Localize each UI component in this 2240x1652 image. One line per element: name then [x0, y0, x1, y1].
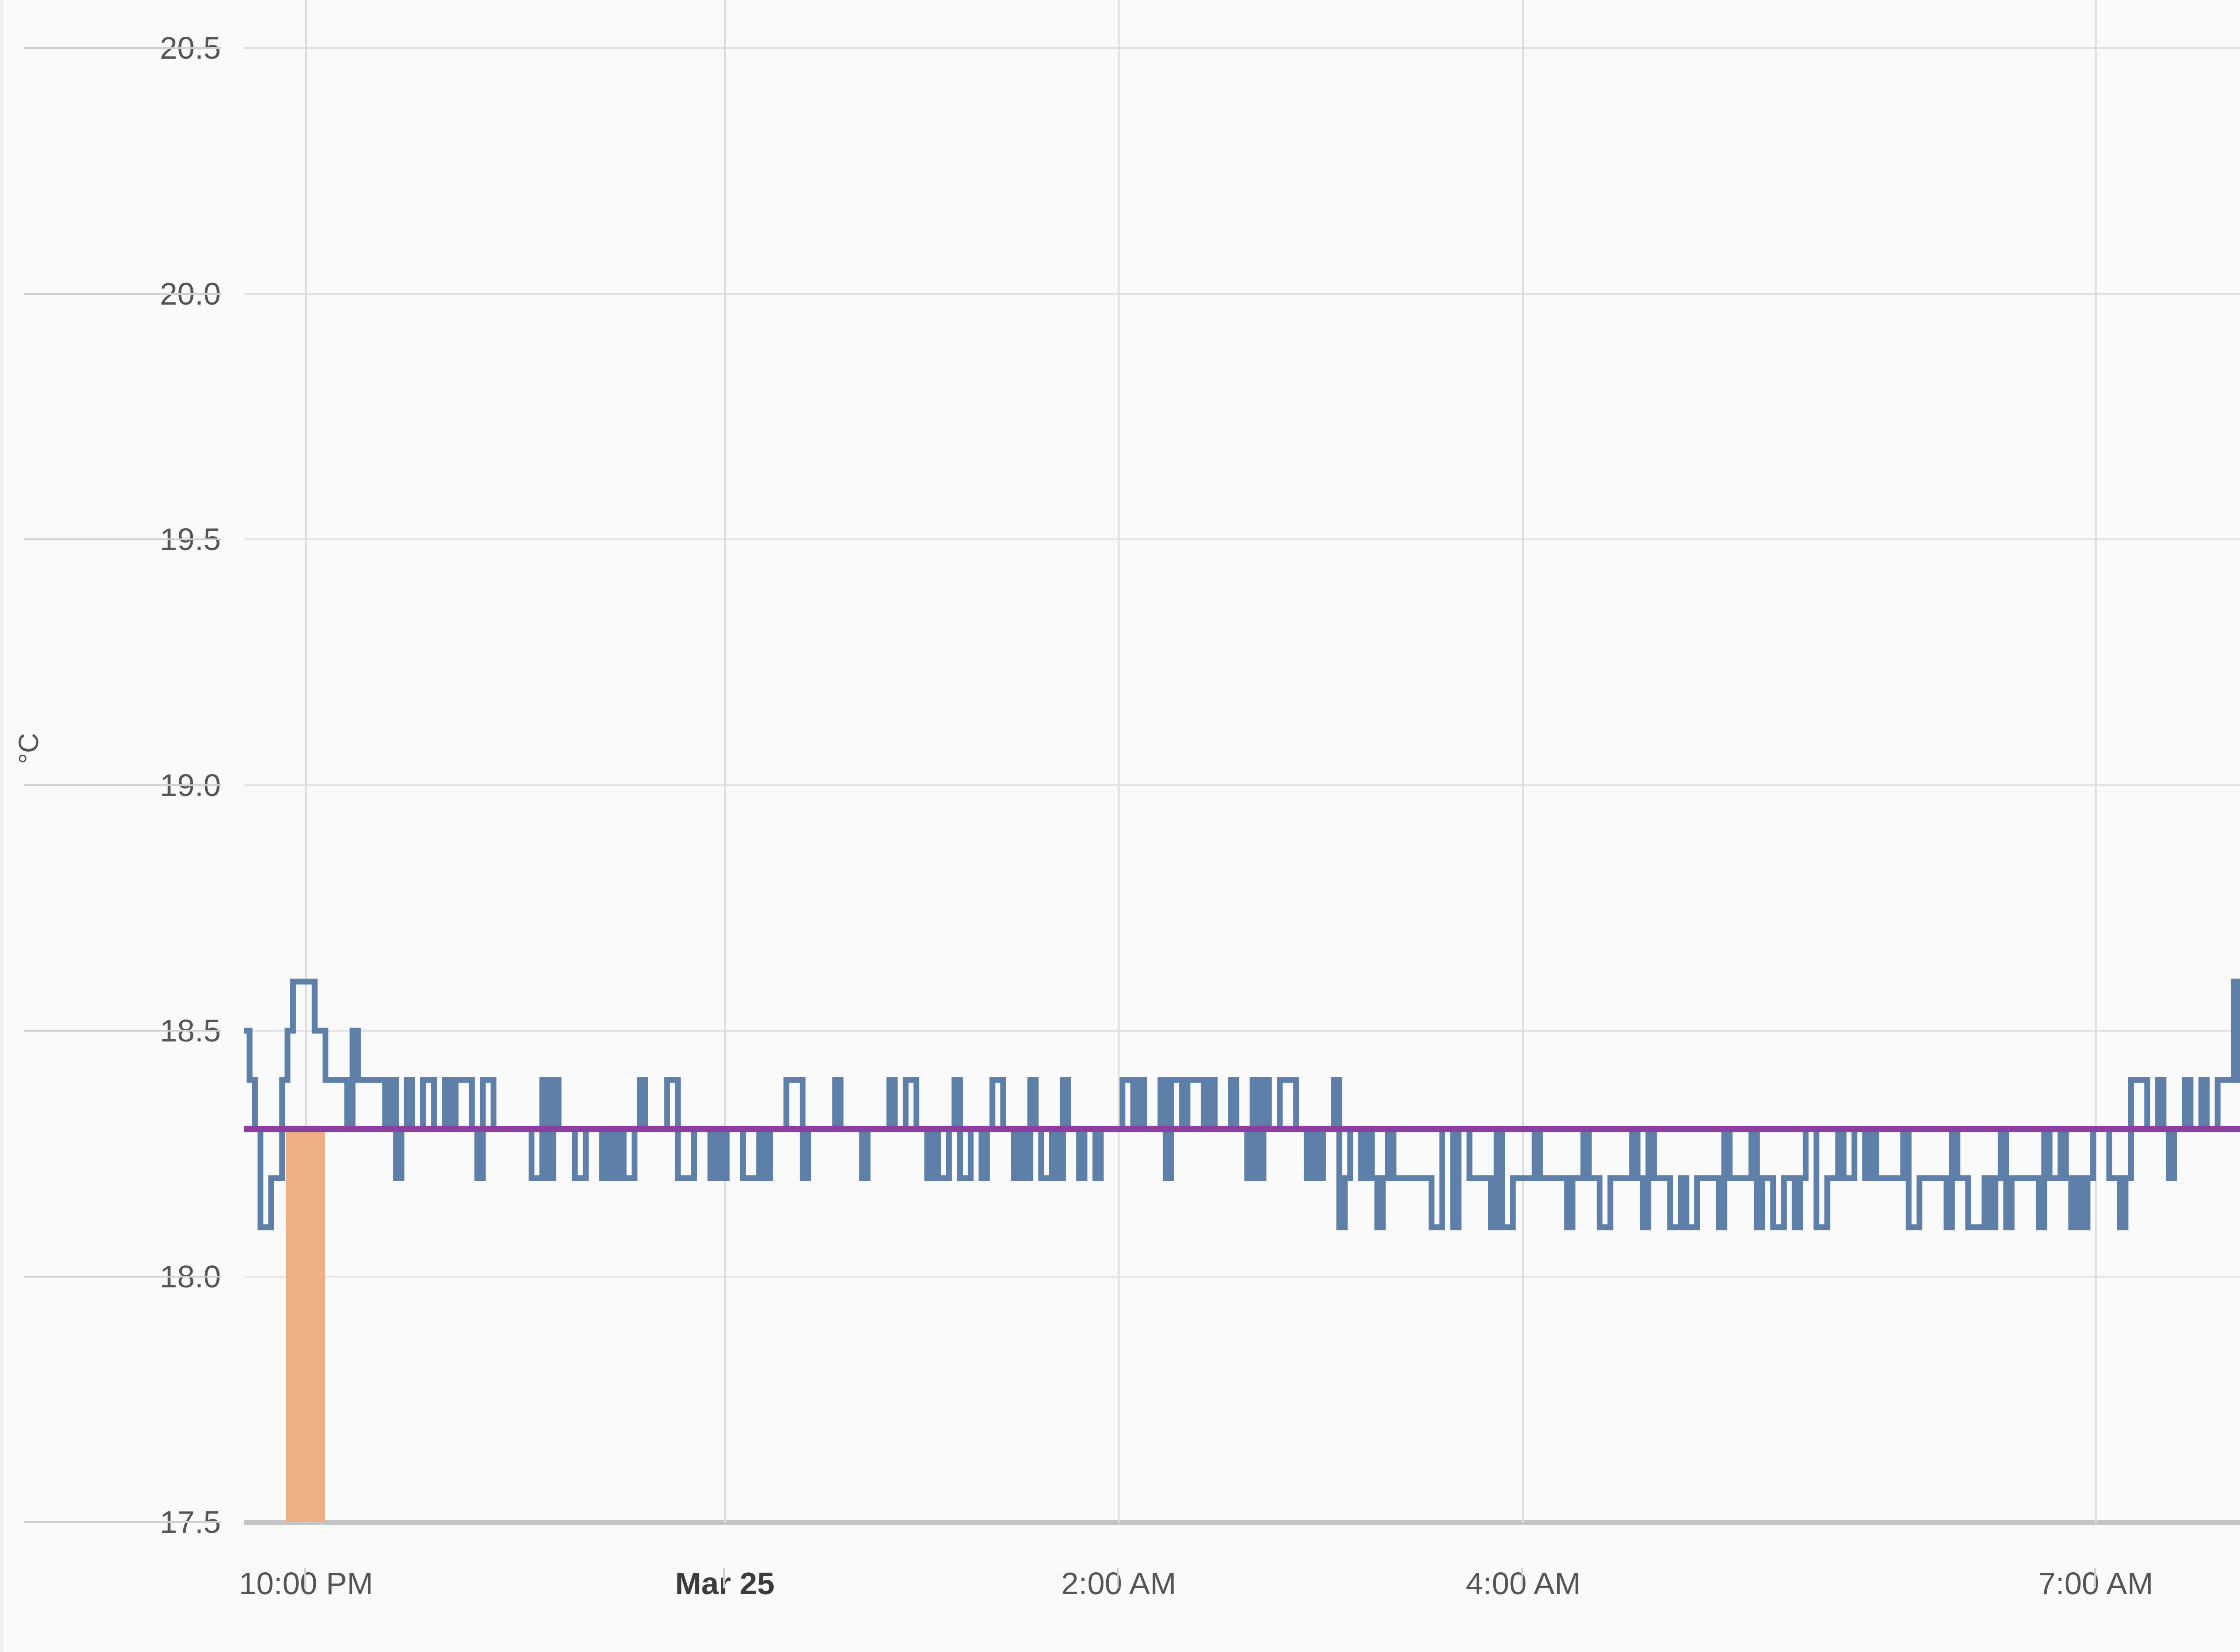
- temperature-series-line: [244, 978, 2240, 1230]
- gridline-vertical: [2095, 0, 2097, 1523]
- gridline-horizontal: [244, 1030, 2240, 1032]
- y-tick-mark: [24, 538, 221, 540]
- x-tick-label: 7:00 AM: [2038, 1566, 2154, 1601]
- alert-band: [285, 1129, 325, 1522]
- y-axis-tick-labels: 20.5 20.0 19.5 19.0 18.5 18.0 17.5: [0, 0, 244, 1538]
- x-tick-mark: [1521, 1568, 1523, 1588]
- y-tick-mark: [24, 1030, 221, 1032]
- plot-area[interactable]: [244, 0, 2240, 1525]
- x-tick-mark: [723, 1568, 725, 1588]
- plot-background: [244, 0, 2240, 1523]
- gridline-vertical: [724, 0, 726, 1523]
- x-tick-label: 10:00 PM: [239, 1566, 373, 1601]
- y-tick-mark: [24, 293, 221, 295]
- x-tick-mark: [1117, 1568, 1119, 1588]
- y-tick-mark: [24, 1521, 221, 1523]
- gridline-horizontal: [244, 1275, 2240, 1278]
- gridline-vertical: [305, 0, 307, 1523]
- gridline-horizontal: [244, 784, 2240, 786]
- gridline-horizontal: [244, 538, 2240, 540]
- x-tick-mark: [304, 1568, 306, 1588]
- gridline-horizontal: [244, 47, 2240, 49]
- x-tick-label: 2:00 AM: [1061, 1566, 1176, 1601]
- y-tick-mark: [24, 47, 221, 49]
- x-tick-label: Mar 25: [675, 1566, 775, 1601]
- gridline-horizontal: [244, 293, 2240, 295]
- left-margin-strip: [0, 0, 4, 1652]
- y-tick-mark: [24, 784, 221, 786]
- x-tick-label: 4:00 AM: [1465, 1566, 1581, 1601]
- y-tick-mark: [24, 1275, 221, 1278]
- gridline-vertical: [1522, 0, 1524, 1523]
- y-axis-title: °C: [13, 733, 44, 764]
- gridline-vertical: [1118, 0, 1120, 1523]
- gridline-horizontal: [244, 1520, 2240, 1525]
- series-plot: [244, 978, 2240, 1230]
- x-tick-mark: [2094, 1568, 2096, 1588]
